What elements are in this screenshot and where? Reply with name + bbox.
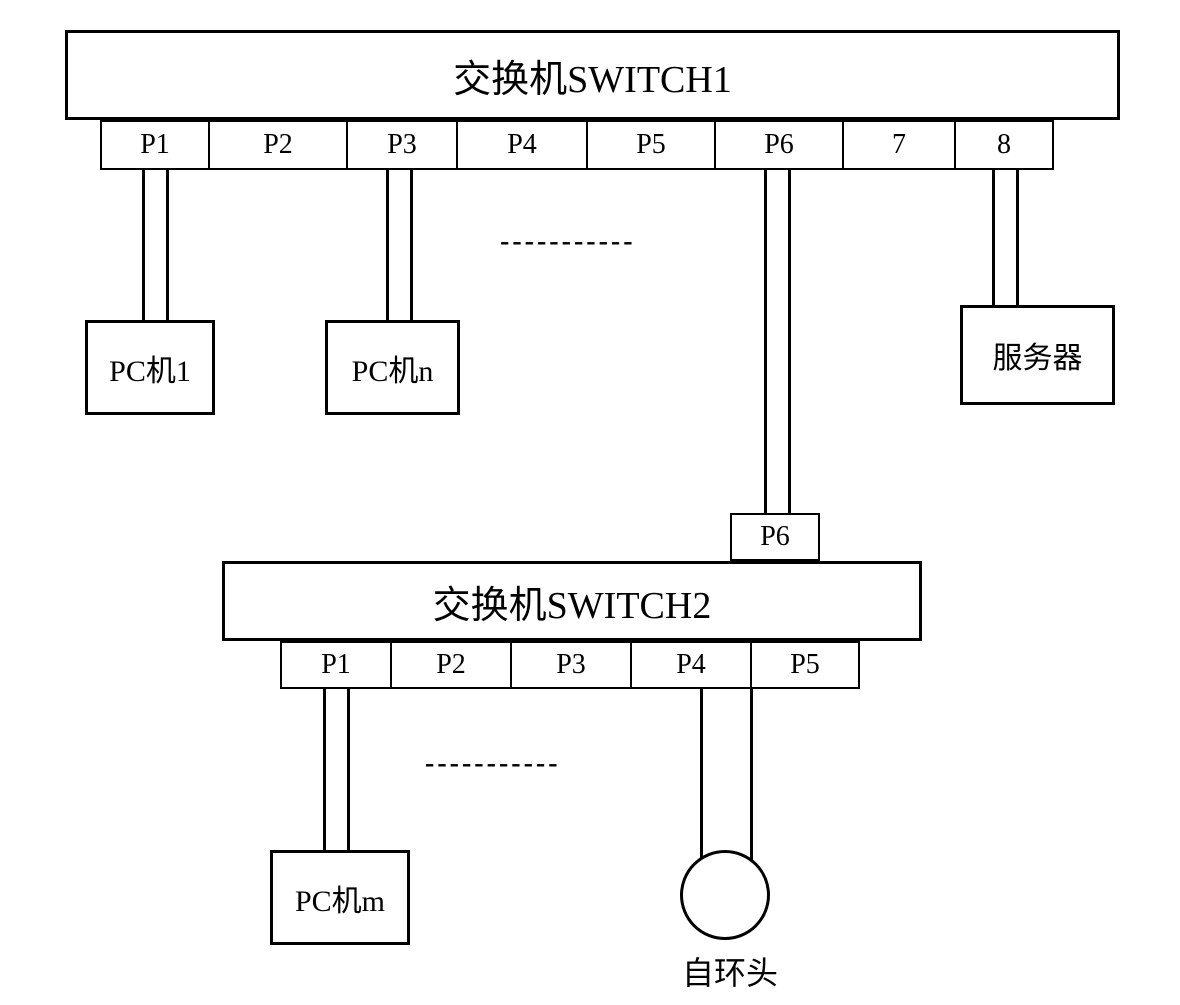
switch2-title: 交换机SWITCH2 (433, 574, 712, 629)
pcn-box: PC机n (325, 320, 460, 415)
cable-p3-pcn-r (410, 170, 413, 320)
pcn-label: PC机n (352, 346, 434, 390)
switch2-port-p3: P3 (510, 641, 630, 689)
switch1-port-8: 8 (954, 120, 1054, 170)
cable-p8-server-l (992, 170, 995, 305)
switch1-port-p1: P1 (100, 120, 208, 170)
switch2-uplink-port: P6 (730, 513, 820, 561)
pcm-label: PC机m (295, 876, 385, 920)
server-label: 服务器 (993, 333, 1083, 377)
cable-sw2p5-loop-r (750, 689, 753, 863)
switch1-port-7: 7 (842, 120, 954, 170)
pc1-label: PC机1 (109, 346, 191, 390)
switch2-port-p1: P1 (280, 641, 390, 689)
server-box: 服务器 (960, 305, 1115, 405)
cable-p1-pc1-l (142, 170, 145, 320)
cable-p6-sw2-l (764, 170, 767, 513)
cable-p3-pcn-l (386, 170, 389, 320)
cable-p1-pc1-r (166, 170, 169, 320)
switch1-port-p2: P2 (208, 120, 346, 170)
cable-sw2p5-loop-l (700, 689, 703, 863)
switch2-box: 交换机SWITCH2 (222, 561, 922, 641)
switch2-port-p5: P5 (750, 641, 860, 689)
switch2-uplink-label: P6 (760, 521, 790, 553)
switch1-box: 交换机SWITCH1 (65, 30, 1120, 120)
switch1-port-p5: P5 (586, 120, 714, 170)
pcm-box: PC机m (270, 850, 410, 945)
switch1-title: 交换机SWITCH1 (453, 48, 732, 103)
loop-label: 自环头 (640, 948, 820, 994)
switch2-port-p2: P2 (390, 641, 510, 689)
switch1-ports: P1 P2 P3 P4 P5 P6 7 8 (100, 120, 1054, 170)
cable-p6-sw2-r (788, 170, 791, 513)
ellipsis-top: ----------- (500, 226, 636, 258)
ellipsis-bottom: ----------- (425, 748, 561, 780)
cable-sw2p1-pcm-r (347, 689, 350, 850)
loop-circle (680, 850, 770, 940)
switch1-port-p6: P6 (714, 120, 842, 170)
switch1-port-p4: P4 (456, 120, 586, 170)
switch2-port-p4: P4 (630, 641, 750, 689)
cable-sw2p1-pcm-l (323, 689, 326, 850)
switch2-ports: P1 P2 P3 P4 P5 (280, 641, 860, 689)
switch1-port-p3: P3 (346, 120, 456, 170)
cable-p8-server-r (1016, 170, 1019, 305)
pc1-box: PC机1 (85, 320, 215, 415)
